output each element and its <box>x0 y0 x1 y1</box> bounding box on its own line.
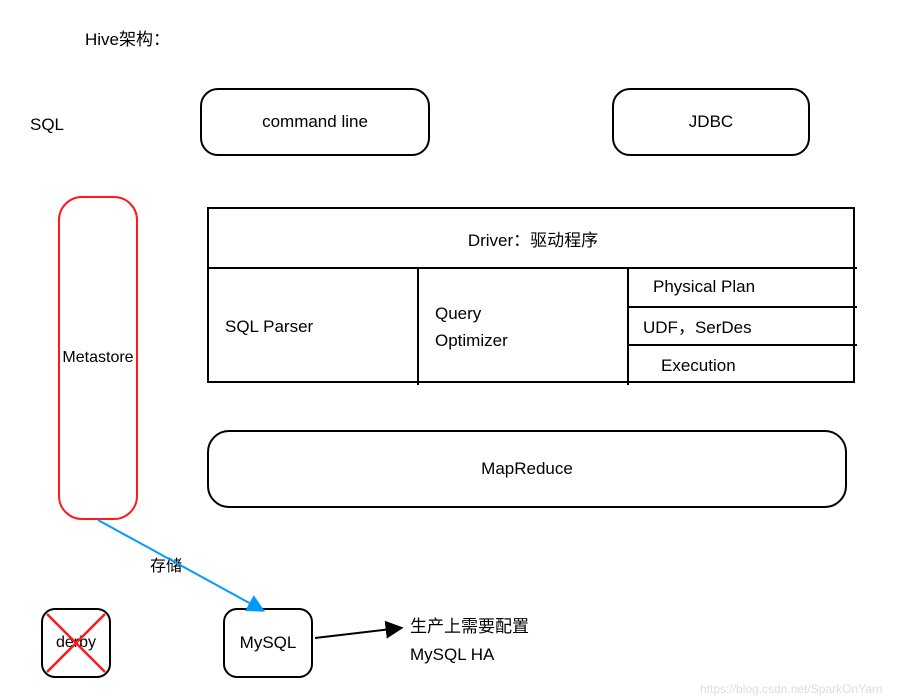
udf-serdes-text: UDF，SerDes <box>629 313 752 338</box>
metastore-node: Metastore <box>58 196 138 520</box>
physical-plan-cell: Physical Plan <box>629 269 857 308</box>
driver-header-text: Driver：驱动程序 <box>468 226 598 251</box>
mapreduce-node: MapReduce <box>207 430 847 508</box>
jdbc-node: JDBC <box>612 88 810 156</box>
diagram-canvas: Hive架构： SQL command line JDBC Metastore … <box>0 0 912 698</box>
mysql-node: MySQL <box>223 608 313 678</box>
watermark: https://blog.csdn.net/SparkOnYarn <box>700 682 883 696</box>
sql-parser-text: SQL Parser <box>209 317 313 337</box>
sql-parser-cell: SQL Parser <box>209 269 419 385</box>
mapreduce-text: MapReduce <box>481 459 573 479</box>
execution-text: Execution <box>629 356 736 376</box>
mysql-ha-line1: 生产上需要配置 <box>410 612 529 637</box>
storage-label: 存储 <box>150 552 182 576</box>
udf-serdes-cell: UDF，SerDes <box>629 308 857 347</box>
driver-header: Driver：驱动程序 <box>209 209 857 269</box>
sql-label: SQL <box>30 115 64 135</box>
derby-node: derby <box>41 608 111 678</box>
derby-text: derby <box>56 634 96 652</box>
mysql-ha-label: 生产上需要配置 MySQL HA <box>410 612 529 665</box>
physical-plan-text: Physical Plan <box>629 277 755 297</box>
driver-table: Driver：驱动程序 SQL Parser Query Optimizer P… <box>207 207 855 383</box>
query-optimizer-cell: Query Optimizer <box>419 269 629 385</box>
command-line-node: command line <box>200 88 430 156</box>
mysql-text: MySQL <box>240 633 297 653</box>
mysql-ha-line2: MySQL HA <box>410 645 529 665</box>
metastore-text: Metastore <box>62 349 133 367</box>
jdbc-text: JDBC <box>689 112 733 132</box>
command-line-text: command line <box>262 112 368 132</box>
title-label: Hive架构： <box>85 25 170 50</box>
query-optimizer-text: Query Optimizer <box>419 300 508 354</box>
execution-cell: Execution <box>629 346 857 385</box>
